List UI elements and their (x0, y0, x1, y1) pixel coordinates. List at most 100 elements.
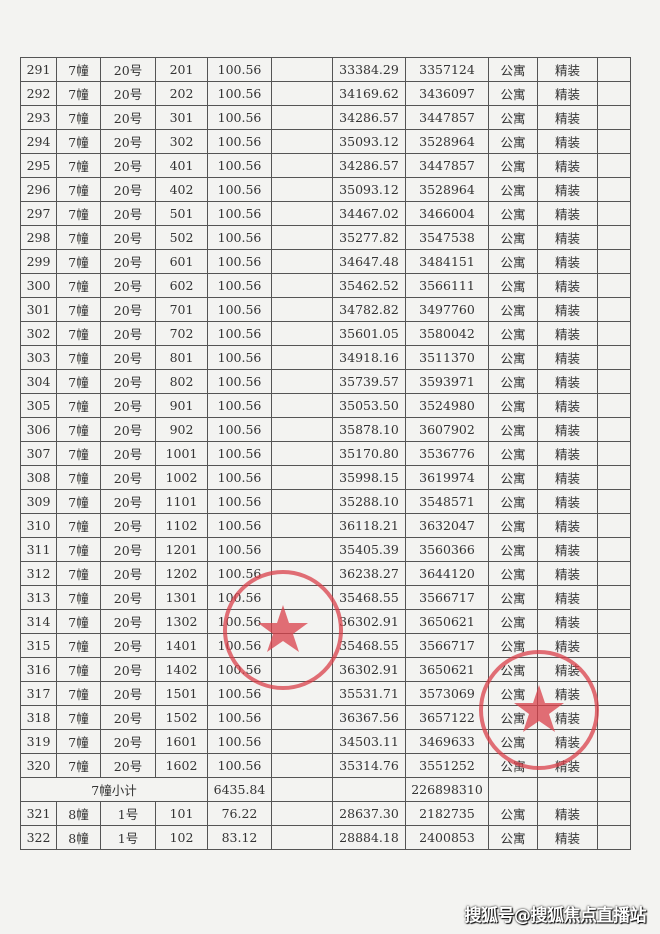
subtotal-label: 7幢小计 (20, 777, 208, 802)
table-cell: 3580042 (405, 321, 489, 346)
table-cell: 精装 (537, 369, 598, 394)
table-cell: 100.56 (207, 753, 272, 778)
table-cell: 公寓 (488, 201, 538, 226)
table-cell: 314 (20, 609, 57, 634)
table-cell: 20号 (100, 633, 156, 658)
table-cell: 305 (20, 393, 57, 418)
table-cell: 1302 (155, 609, 208, 634)
table-cell: 306 (20, 417, 57, 442)
subtotal-row: 7幢小计 6435.84 226898310 (20, 777, 631, 802)
table-cell: 20号 (100, 537, 156, 562)
table-cell (597, 225, 631, 250)
table-cell: 7幢 (56, 201, 101, 226)
table-cell: 3447857 (405, 105, 489, 130)
table-cell (271, 177, 333, 202)
table-cell: 901 (155, 393, 208, 418)
table-cell: 401 (155, 153, 208, 178)
table-row: 296 7幢 20号 402 100.56 35093.12 3528964 公寓 精装 (20, 177, 631, 202)
table-cell: 100.56 (207, 513, 272, 538)
table-cell: 3528964 (405, 177, 489, 202)
table-cell: 公寓 (488, 561, 538, 586)
table-cell: 100.56 (207, 609, 272, 634)
table-cell: 7幢 (56, 81, 101, 106)
table-cell: 33384.29 (332, 57, 406, 82)
table-cell: 315 (20, 633, 57, 658)
table-row: 309 7幢 20号 1101 100.56 35288.10 3548571 公寓 精装 (20, 489, 631, 514)
table-cell: 34286.57 (332, 105, 406, 130)
table-cell: 2182735 (405, 801, 489, 826)
table-cell: 100.56 (207, 273, 272, 298)
table-cell: 20号 (100, 201, 156, 226)
table-cell: 公寓 (488, 369, 538, 394)
table-row: 293 7幢 20号 301 100.56 34286.57 3447857 公寓 精装 (20, 105, 631, 130)
table-cell (597, 609, 631, 634)
table-cell: 精装 (537, 393, 598, 418)
table-cell: 20号 (100, 681, 156, 706)
table-cell (597, 393, 631, 418)
table-cell: 精装 (537, 753, 598, 778)
table-cell (597, 57, 631, 82)
table-cell: 100.56 (207, 177, 272, 202)
table-cell: 20号 (100, 345, 156, 370)
table-cell (271, 825, 333, 850)
table-cell: 320 (20, 753, 57, 778)
table-row: 305 7幢 20号 901 100.56 35053.50 3524980 公寓 精装 (20, 393, 631, 418)
table-cell: 20号 (100, 417, 156, 442)
table-cell (271, 393, 333, 418)
table-cell (271, 273, 333, 298)
table-cell: 35998.15 (332, 465, 406, 490)
table-cell: 28884.18 (332, 825, 406, 850)
table-cell: 精装 (537, 177, 598, 202)
table-cell: 35405.39 (332, 537, 406, 562)
table-cell: 34503.11 (332, 729, 406, 754)
table-cell: 7幢 (56, 633, 101, 658)
table-row: 307 7幢 20号 1001 100.56 35170.80 3536776 公寓 精装 (20, 441, 631, 466)
table-cell: 701 (155, 297, 208, 322)
table-cell: 28637.30 (332, 801, 406, 826)
table-cell: 502 (155, 225, 208, 250)
table-cell: 精装 (537, 417, 598, 442)
table-cell: 100.56 (207, 537, 272, 562)
table-cell (271, 465, 333, 490)
table-cell (597, 729, 631, 754)
table-cell: 3357124 (405, 57, 489, 82)
table-cell (597, 297, 631, 322)
table-cell: 100.56 (207, 657, 272, 682)
table-cell: 公寓 (488, 753, 538, 778)
table-cell: 36302.91 (332, 609, 406, 634)
table-cell (597, 777, 631, 802)
table-cell: 公寓 (488, 441, 538, 466)
table-row: 316 7幢 20号 1402 100.56 36302.91 3650621 公寓 精装 (20, 657, 631, 682)
table-cell: 34782.82 (332, 297, 406, 322)
table-cell (271, 705, 333, 730)
table-cell: 601 (155, 249, 208, 274)
table-cell (597, 681, 631, 706)
table-cell (271, 321, 333, 346)
table-cell: 35531.71 (332, 681, 406, 706)
table-cell (271, 681, 333, 706)
table-cell: 精装 (537, 345, 598, 370)
table-cell: 20号 (100, 729, 156, 754)
table-cell: 1501 (155, 681, 208, 706)
table-cell (332, 777, 406, 802)
table-cell: 3593971 (405, 369, 489, 394)
table-cell: 3566717 (405, 585, 489, 610)
table-cell: 公寓 (488, 57, 538, 82)
table-cell (597, 273, 631, 298)
table-cell (537, 777, 598, 802)
table-cell: 20号 (100, 81, 156, 106)
table-cell: 精装 (537, 537, 598, 562)
table-cell (271, 753, 333, 778)
table-cell: 3650621 (405, 657, 489, 682)
table-row: 291 7幢 20号 201 100.56 33384.29 3357124 公寓 精装 (20, 57, 631, 82)
table-cell: 100.56 (207, 129, 272, 154)
table-cell: 316 (20, 657, 57, 682)
table-cell: 7幢 (56, 513, 101, 538)
table-cell: 7幢 (56, 489, 101, 514)
table-cell: 3632047 (405, 513, 489, 538)
table-cell: 1401 (155, 633, 208, 658)
table-cell: 7幢 (56, 345, 101, 370)
table-cell: 102 (155, 825, 208, 850)
table-cell: 公寓 (488, 225, 538, 250)
table-cell (597, 801, 631, 826)
